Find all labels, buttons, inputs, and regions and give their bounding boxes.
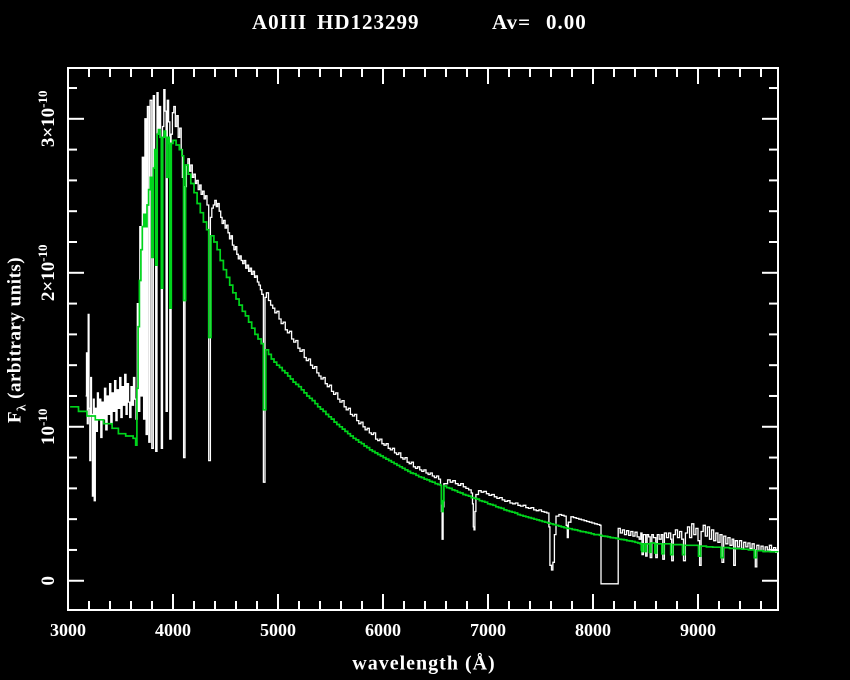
y-axis-title: Fλ (arbitrary units) <box>5 257 30 423</box>
extinction-value: 0.00 <box>546 10 587 34</box>
x-tick-label: 7000 <box>470 620 506 640</box>
x-tick-label: 9000 <box>680 620 716 640</box>
y-tick-label: 0 <box>38 576 59 586</box>
observed-spectrum-line <box>85 88 779 585</box>
x-tick-label: 6000 <box>365 620 401 640</box>
x-tick-label: 8000 <box>575 620 611 640</box>
x-tick-label: 4000 <box>155 620 191 640</box>
x-tick-label: 3000 <box>50 620 86 640</box>
x-tick-label: 5000 <box>260 620 296 640</box>
y-title-symbol: F <box>4 411 26 424</box>
star-name-label: HD123299 <box>317 10 420 34</box>
extinction-label: Av= <box>492 10 532 34</box>
y-tick-label: 3×10-10 <box>35 90 59 147</box>
model-fit-line <box>70 128 779 559</box>
y-title-units: (arbitrary units) <box>4 256 26 405</box>
spectral-type-label: A0III <box>252 10 308 34</box>
y-tick-label: 2×10-10 <box>35 244 59 301</box>
y-title-subscript: λ <box>13 404 29 412</box>
y-tick-label: 10-10 <box>35 409 59 445</box>
plot-frame <box>67 67 779 611</box>
x-axis-title: wavelength (Å) <box>352 652 496 675</box>
